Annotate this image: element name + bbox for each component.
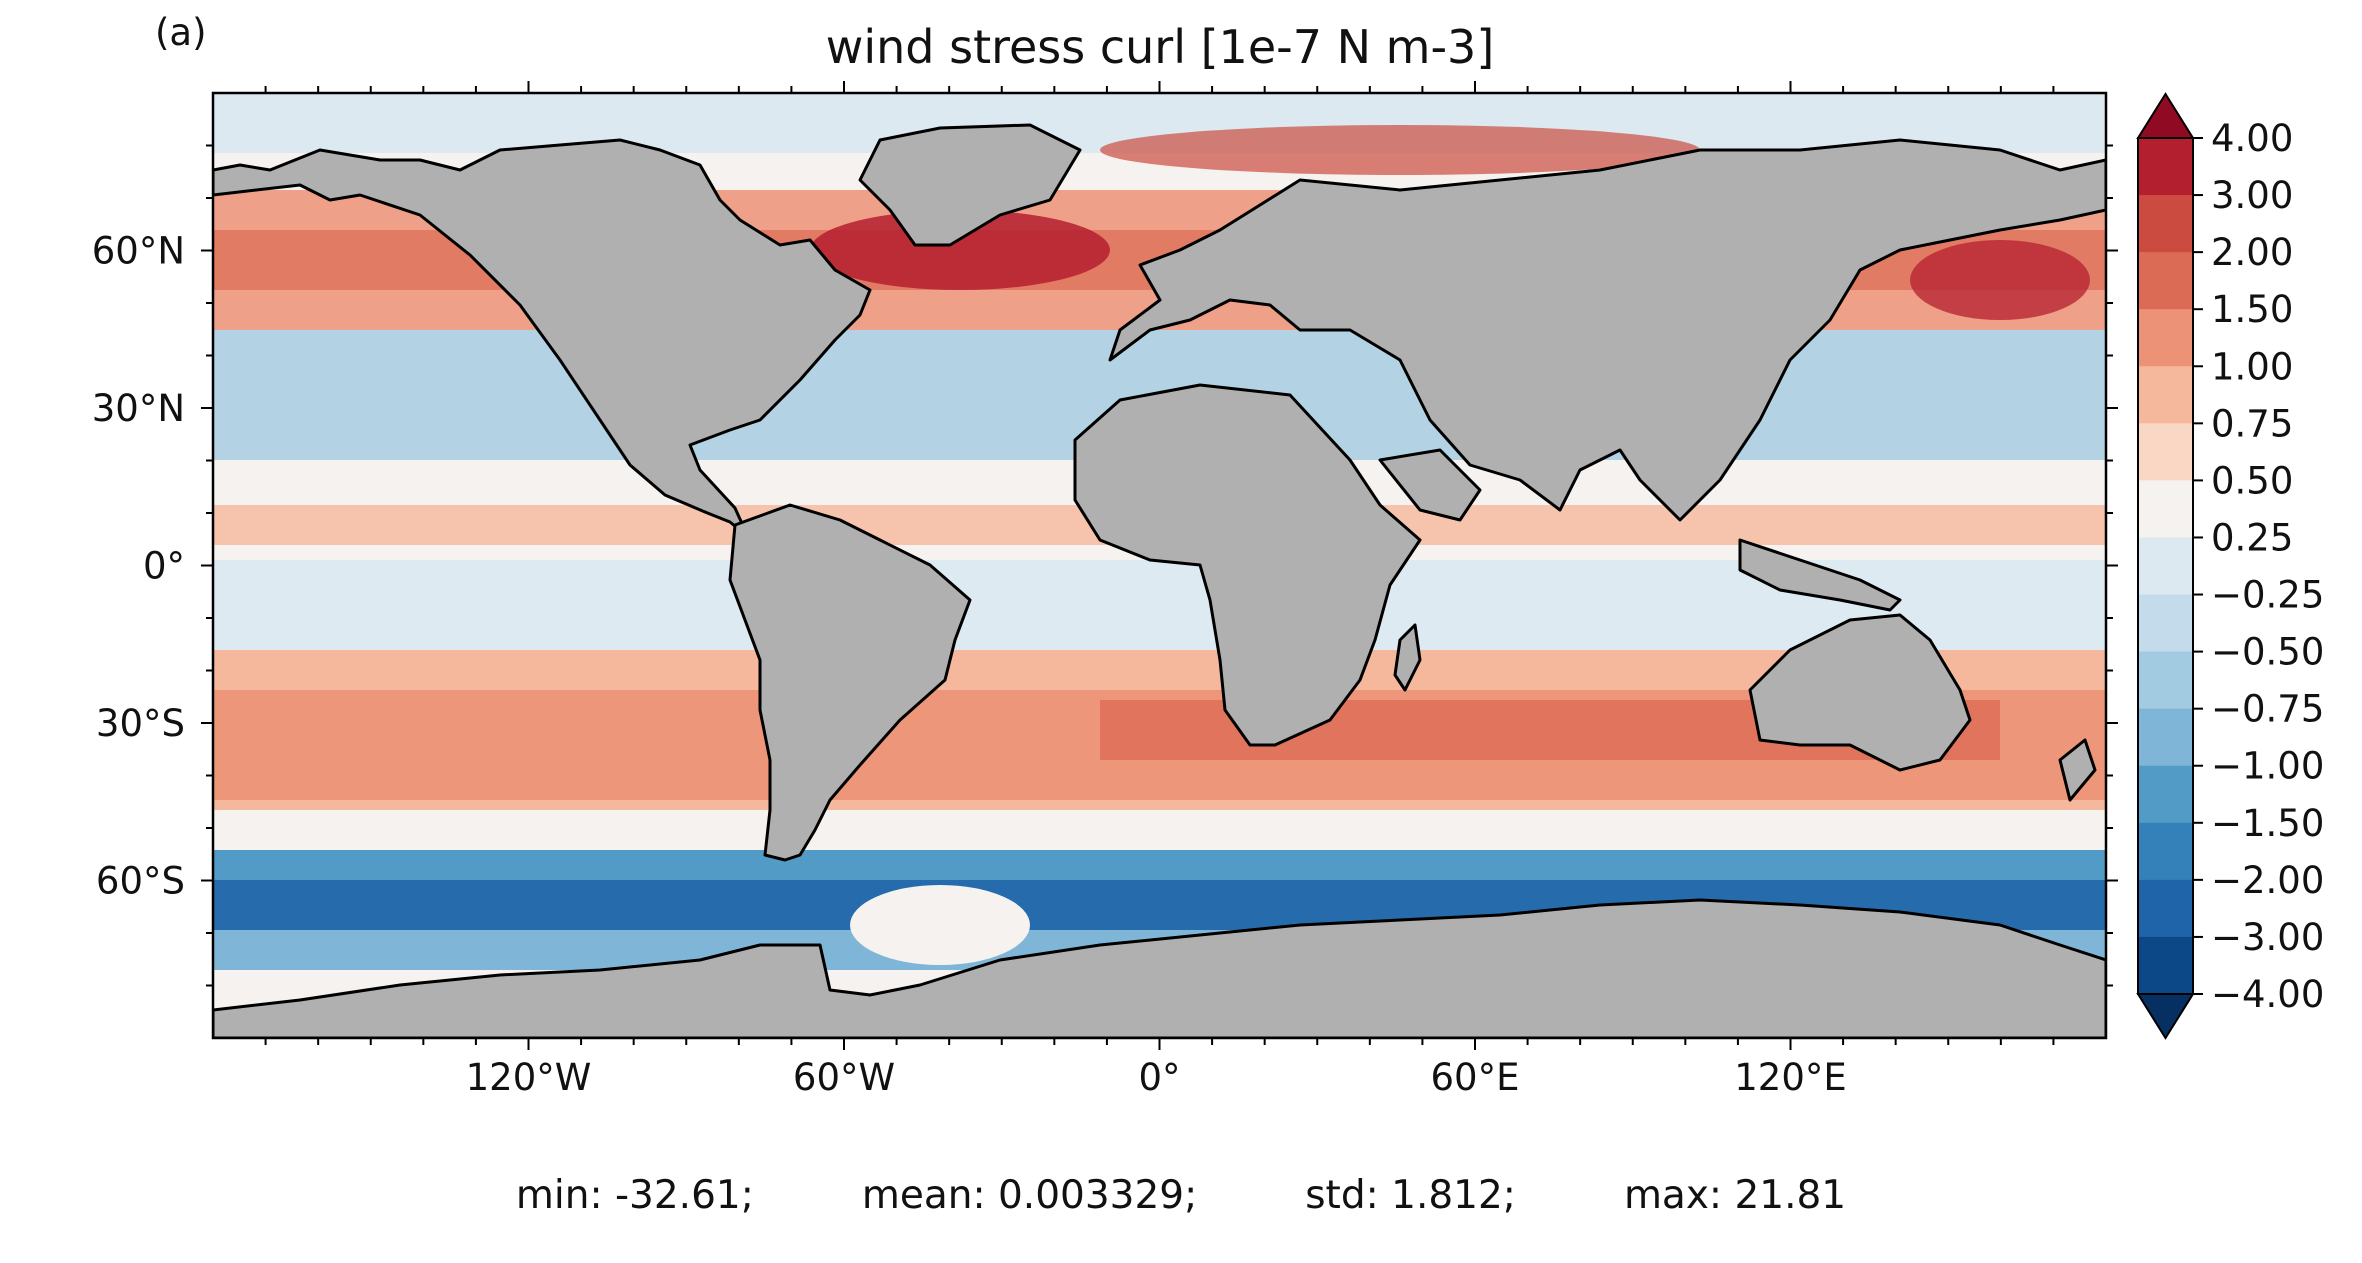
colorbar-segment [2138,822,2193,881]
y-tick-label: 30°S [96,702,185,745]
x-tick-label: 60°W [793,1056,895,1099]
colorbar-label: −2.00 [2211,859,2324,902]
x-tick-label: 120°E [1734,1056,1847,1099]
colorbar-label: −1.00 [2211,745,2324,788]
australia [1748,613,1972,772]
north-atlantic-red-core [810,210,1110,290]
colorbar-label: 4.00 [2211,117,2293,160]
colorbar-segment [2138,480,2193,539]
new-zealand [2058,738,2097,802]
y-tick-label: 60°N [92,230,185,273]
colorbar-segment [2138,309,2193,367]
colorbar-label: 0.75 [2211,402,2293,445]
colorbar-label: −3.00 [2211,916,2324,959]
colorbar-segment [2138,708,2193,767]
panel-label: (a) [155,11,207,54]
colorbar-label: 0.25 [2211,516,2293,559]
colorbar-segment [2138,765,2193,824]
stat-std: std: 1.812; [1305,1172,1516,1218]
colorbar-segment [2138,138,2193,196]
colorbar-label: 1.00 [2211,345,2293,388]
madagascar [1393,623,1422,692]
colorbar-label: 1.50 [2211,288,2293,331]
colorbar-segment [2138,366,2193,424]
colorbar-label: −4.00 [2211,973,2324,1016]
x-tick-label: 60°E [1431,1056,1520,1099]
north-america [213,138,872,539]
colorbar-extend-max [2136,92,2195,139]
southeast-asia-islands [1738,538,1902,612]
x-tick-label: 0° [1138,1056,1180,1099]
map-panel [213,93,2106,1038]
arabia-india [1378,448,1482,522]
arctic-red-band [1100,125,1700,175]
colorbar-segment [2138,423,2193,481]
colorbar-label: 2.00 [2211,231,2293,274]
x-tick-label: 120°W [466,1056,592,1099]
north-pacific-red-core [1910,240,2090,320]
drake-passage-white [850,885,1030,965]
colorbar-label: −1.50 [2211,802,2324,845]
antarctica [213,898,2106,1038]
stat-mean: mean: 0.003329; [861,1172,1198,1218]
band-transition [213,810,2106,850]
colorbar-segment [2138,651,2193,710]
stats-line: min: -32.61; mean: 0.003329; std: 1.812;… [0,1165,2362,1225]
colorbar-segment [2138,537,2193,596]
colorbar-label: −0.25 [2211,574,2324,617]
colorbar-segment [2138,252,2193,310]
eurasia [1108,138,2106,522]
map-axes: 120°W 60°W 0° 60°E 120°E 60°N 30°N 0° 30°S 60°S [92,81,2118,1099]
colorbar-label: −0.50 [2211,631,2324,674]
colorbar-frame [2137,137,2194,995]
colorbar-segment [2138,594,2193,653]
colorbar-segment [2138,936,2193,995]
land-masses [213,123,2106,1038]
colorbar: 4.00 3.00 2.00 1.50 1.00 0.75 0.50 0.25 −0.25 −0.… [2136,92,2324,1040]
y-tick-label: 0° [143,545,185,588]
colorbar-label: 3.00 [2211,174,2293,217]
south-america [728,503,972,862]
colorbar-label: −0.75 [2211,688,2324,731]
colorbar-extend-min [2136,993,2195,1040]
y-tick-label: 60°S [96,860,185,903]
greenland [858,123,1082,247]
stat-max: max: 21.81 [1623,1172,1847,1218]
colorbar-segment [2138,879,2193,938]
stat-min: min: -32.61; [515,1172,754,1218]
africa [1073,383,1422,747]
colorbar-segment [2138,195,2193,253]
y-tick-label: 30°N [92,387,185,430]
colorbar-label: 0.50 [2211,459,2293,502]
map-title: wind stress curl [1e-7 N m-3] [826,20,1495,74]
